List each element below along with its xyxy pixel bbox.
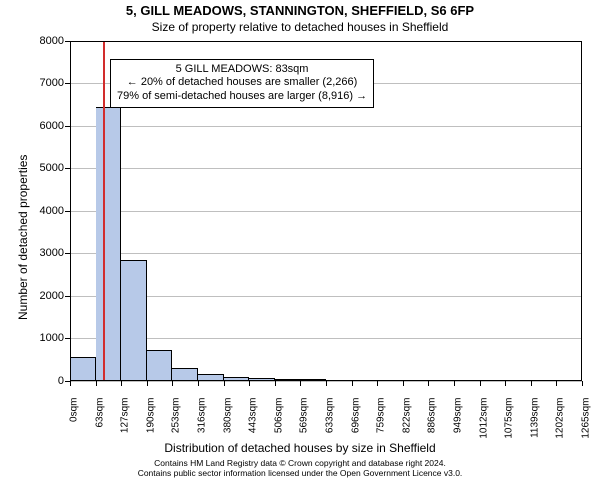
- x-tick-label: 443sqm: [248, 391, 259, 433]
- x-tick-mark: [582, 381, 583, 386]
- x-tick-label: 886sqm: [427, 391, 438, 433]
- x-tick-mark: [352, 381, 353, 386]
- x-tick-label: 1265sqm: [581, 391, 592, 438]
- x-tick-mark: [454, 381, 455, 386]
- x-tick-mark: [96, 381, 97, 386]
- x-tick-label: 506sqm: [273, 391, 284, 433]
- x-tick-label: 253sqm: [171, 391, 182, 433]
- x-tick-mark: [121, 381, 122, 386]
- x-tick-label: 63sqm: [94, 391, 105, 427]
- x-tick-mark: [224, 381, 225, 386]
- x-tick-label: 0sqm: [69, 391, 80, 421]
- x-tick-mark: [403, 381, 404, 386]
- x-tick-label: 127sqm: [120, 391, 131, 433]
- chart-root: 5, GILL MEADOWS, STANNINGTON, SHEFFIELD,…: [0, 0, 600, 500]
- y-axis-label: Number of detached properties: [16, 155, 30, 320]
- x-tick-mark: [172, 381, 173, 386]
- page-title: 5, GILL MEADOWS, STANNINGTON, SHEFFIELD,…: [0, 0, 600, 19]
- x-tick-mark: [249, 381, 250, 386]
- x-tick-mark: [70, 381, 71, 386]
- x-tick-label: 633sqm: [325, 391, 336, 433]
- x-tick-label: 1075sqm: [504, 391, 515, 438]
- x-tick-mark: [480, 381, 481, 386]
- x-tick-label: 696sqm: [350, 391, 361, 433]
- footer-line-2: Contains public sector information licen…: [0, 469, 600, 479]
- x-tick-label: 1139sqm: [529, 391, 540, 437]
- x-tick-label: 190sqm: [145, 391, 156, 433]
- x-tick-label: 569sqm: [299, 391, 310, 433]
- x-tick-label: 380sqm: [222, 391, 233, 433]
- x-tick-mark: [275, 381, 276, 386]
- x-tick-label: 822sqm: [401, 391, 412, 433]
- x-axis-label: Distribution of detached houses by size …: [0, 441, 600, 455]
- x-tick-label: 316sqm: [197, 391, 208, 433]
- x-tick-label: 1012sqm: [478, 391, 489, 438]
- x-tick-mark: [198, 381, 199, 386]
- x-tick-mark: [147, 381, 148, 386]
- footer: Contains HM Land Registry data © Crown c…: [0, 459, 600, 479]
- x-tick-label: 949sqm: [453, 391, 464, 433]
- x-tick-mark: [377, 381, 378, 386]
- x-tick-mark: [556, 381, 557, 386]
- page-subtitle: Size of property relative to detached ho…: [0, 21, 600, 35]
- x-tick-mark: [531, 381, 532, 386]
- x-tick-label: 759sqm: [376, 391, 387, 433]
- plot-border: [70, 41, 582, 381]
- x-tick-mark: [326, 381, 327, 386]
- plot-area: 5 GILL MEADOWS: 83sqm← 20% of detached h…: [70, 41, 582, 381]
- x-tick-label: 1202sqm: [555, 391, 566, 438]
- x-tick-mark: [300, 381, 301, 386]
- x-tick-mark: [505, 381, 506, 386]
- x-tick-mark: [428, 381, 429, 386]
